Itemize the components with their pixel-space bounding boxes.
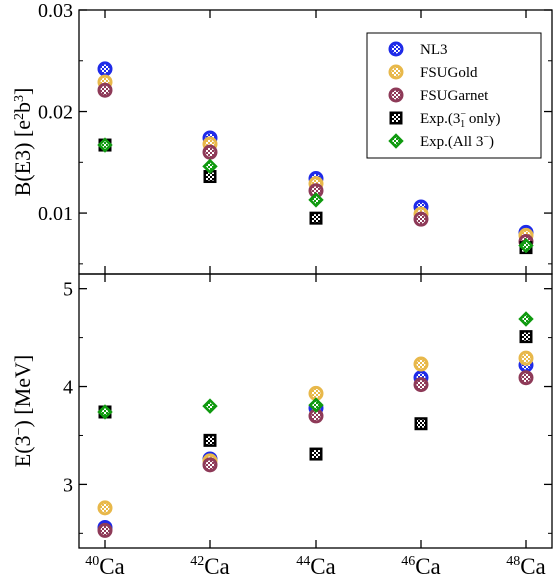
bottom-ylabel-sup: − <box>12 427 27 435</box>
data-point-fsugarnet-40ca <box>97 82 113 98</box>
data-point-fsugold-40ca <box>97 500 113 516</box>
y-tick-label: 3 <box>63 474 73 496</box>
top-ylabel-sup1: 2 <box>12 113 27 120</box>
legend-text-fsugold: FSUGold <box>420 65 478 81</box>
legend-exp31-sup: − <box>460 109 466 120</box>
legend-exp31-end: only) <box>465 111 500 127</box>
data-point-fsugarnet-48ca <box>518 370 534 386</box>
data-point-exp3_1-44ca <box>309 211 323 225</box>
ticks-layer: 0.01 0.02 0.03 3 4 5 <box>38 0 552 548</box>
data-point-fsugarnet-46ca <box>413 377 429 393</box>
category-labels: 40Ca 42Ca 44Ca 46Ca 48Ca <box>85 554 546 578</box>
legend-symbol-expall <box>388 133 404 149</box>
bottom-ylabel-main: E(3 <box>10 435 35 467</box>
cat-label-48ca: 48Ca <box>506 554 546 578</box>
legend-symbol-nl3 <box>388 41 404 57</box>
legend-text-nl3: NL3 <box>420 42 448 58</box>
legend-symbol-fsugold <box>388 64 404 80</box>
legend: NL3 FSUGold FSUGarnet Exp.(3− 1 only) Exp… <box>366 32 542 159</box>
legend-symbol-fsugarnet <box>388 87 404 103</box>
legend-expall-end: ) <box>489 134 494 150</box>
top-ylabel-end: ] <box>10 88 35 95</box>
data-point-expall-48ca <box>518 311 534 327</box>
data-point-expall-44ca <box>308 192 324 208</box>
data-point-fsugarnet-40ca <box>97 522 113 538</box>
legend-symbol-exp3_1 <box>389 111 403 125</box>
legend-symbols <box>388 41 404 149</box>
data-point-fsugarnet-42ca <box>202 457 218 473</box>
data-point-fsugold-48ca <box>518 350 534 366</box>
top-ylabel: B(E3) [e2b3] <box>10 88 35 197</box>
cat-label-42ca: 42Ca <box>190 554 230 578</box>
legend-text-expall: Exp.(All 3−) <box>420 132 494 150</box>
y-tick-label: 5 <box>63 279 73 301</box>
data-point-expall-48ca <box>518 237 534 254</box>
cat-label-46ca: 46Ca <box>401 554 441 578</box>
bottom-ylabel-end: ) [MeV] <box>10 355 35 428</box>
legend-text-fsugarnet: FSUGarnet <box>420 88 489 104</box>
top-ylabel-sup2: 3 <box>12 95 27 102</box>
data-point-expall-42ca <box>202 398 218 414</box>
legend-expall-main: Exp.(All 3 <box>420 134 483 150</box>
marks-layer <box>97 61 534 538</box>
y-tick-label: 4 <box>63 377 73 399</box>
y-tick-label: 0.01 <box>38 203 73 225</box>
top-ylabel-mid: b <box>10 102 35 113</box>
data-point-expall-44ca <box>308 397 324 413</box>
data-point-expall-42ca <box>202 158 218 175</box>
data-point-fsugarnet-46ca <box>413 211 429 227</box>
top-ylabel-main: B(E3) [e <box>10 120 35 196</box>
legend-exp31-main: Exp.(3 <box>420 111 460 127</box>
data-point-nl3-40ca <box>97 61 113 77</box>
y-tick-label: 0.02 <box>38 102 73 124</box>
data-point-exp3_1-44ca <box>309 447 323 461</box>
data-point-fsugarnet-44ca <box>308 408 324 424</box>
data-point-exp3_1-42ca <box>203 433 217 447</box>
data-point-exp3_1-46ca <box>414 417 428 431</box>
data-point-fsugold-46ca <box>413 356 429 372</box>
data-point-exp3_1-48ca <box>519 330 533 344</box>
data-point-fsugarnet-44ca <box>308 183 324 199</box>
data-point-fsugarnet-42ca <box>202 144 218 160</box>
cat-label-40ca: 40Ca <box>85 554 125 578</box>
legend-expall-sup: − <box>483 132 489 143</box>
bottom-ylabel: E(3−) [MeV] <box>10 355 35 467</box>
cat-label-44ca: 44Ca <box>296 554 336 578</box>
y-tick-label: 0.03 <box>38 0 73 22</box>
data-point-expall-40ca <box>97 137 113 153</box>
legend-text-exp31: Exp.(3− 1 only) <box>420 109 500 130</box>
legend-exp31-sub: 1 <box>460 119 465 130</box>
data-point-expall-40ca <box>97 404 113 420</box>
data-point-fsugold-44ca <box>308 385 324 401</box>
